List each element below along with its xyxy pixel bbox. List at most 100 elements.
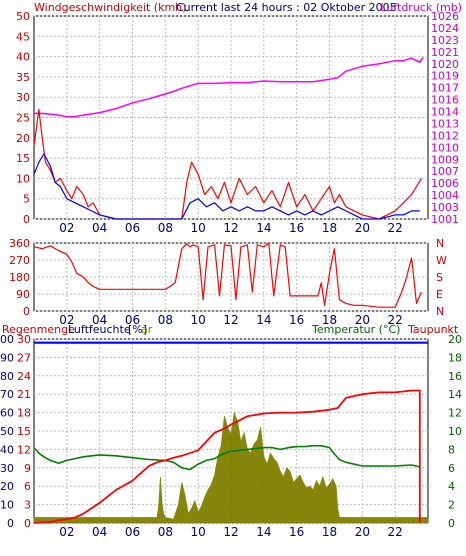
- y-tick-label: 35: [16, 71, 30, 84]
- x-tick-label: 04: [92, 525, 107, 539]
- right-tick-label: 1014: [431, 106, 459, 119]
- x-tick-label: 14: [256, 221, 271, 235]
- y-tick-label: 40: [16, 51, 30, 64]
- y-tick-label: 80: [0, 370, 14, 383]
- right-tick-label: 1021: [431, 46, 459, 59]
- temperature-tick-label: 16: [448, 370, 462, 383]
- x-tick-label: 22: [388, 525, 403, 539]
- x-tick-label: 20: [355, 313, 370, 327]
- y-tick-label: 30: [0, 462, 14, 475]
- right-tick-label: 1026: [431, 10, 459, 23]
- x-tick-label: 12: [223, 525, 238, 539]
- y-tick-label: 50: [16, 10, 30, 23]
- rain-tick-label: 18: [17, 407, 31, 420]
- temperature-tick-label: 6: [448, 462, 455, 475]
- rain-tick-label: 30: [17, 333, 31, 346]
- y-tick-label: 360: [9, 237, 30, 250]
- right-axis-label: Luftdruck (mb): [380, 1, 462, 14]
- x-tick-label: 02: [59, 525, 74, 539]
- y-tick-label: 10: [0, 499, 14, 512]
- y-tick-label: 0: [23, 213, 30, 226]
- right-tick-label: 1009: [431, 153, 459, 166]
- right-tick-label: 1012: [431, 129, 459, 142]
- rain-tick-label: 6: [24, 480, 31, 493]
- x-tick-label: 14: [256, 313, 271, 327]
- x-tick-label: 18: [322, 221, 337, 235]
- x-tick-label: 12: [223, 313, 238, 327]
- compass-tick-label: S: [436, 271, 443, 284]
- y-tick-label: 40: [0, 443, 14, 456]
- wind-speed-line: [33, 153, 420, 220]
- y-tick-label: 100: [0, 333, 14, 346]
- right-tick-label: 1019: [431, 70, 459, 83]
- y-tick-label: 45: [16, 30, 30, 43]
- y-tick-label: 270: [9, 254, 30, 267]
- temperature-axis-label: Temperatur (°C): [311, 323, 400, 336]
- temperature-tick-label: 18: [448, 351, 462, 364]
- temperature-tick-label: 10: [448, 425, 462, 438]
- right-tick-label: 1003: [431, 201, 459, 214]
- y-tick-label: 5: [23, 193, 30, 206]
- x-tick-label: 10: [191, 313, 206, 327]
- compass-tick-label: N: [436, 305, 444, 318]
- x-tick-label: 08: [158, 313, 173, 327]
- y-tick-label: 20: [16, 132, 30, 145]
- dewpoint-axis-label: Taupunkt: [407, 323, 459, 336]
- temperature-tick-label: 8: [448, 443, 455, 456]
- temperature-tick-label: 0: [448, 517, 455, 530]
- right-tick-label: 1023: [431, 34, 459, 47]
- rain-tick-label: 15: [17, 425, 31, 438]
- y-tick-label: 90: [0, 351, 14, 364]
- rain-tick-label: 9: [24, 462, 31, 475]
- rain-tick-label: 12: [17, 443, 31, 456]
- x-tick-label: 04: [92, 313, 107, 327]
- x-tick-label: 20: [355, 525, 370, 539]
- compass-tick-label: W: [436, 254, 447, 267]
- gust-line: [33, 108, 422, 220]
- humidity-unit-label: [%]: [128, 323, 147, 336]
- x-tick-label: 10: [191, 525, 206, 539]
- x-tick-label: 08: [158, 525, 173, 539]
- rain-tick-label: 0: [24, 517, 31, 530]
- x-tick-label: 02: [59, 221, 74, 235]
- x-tick-label: 12: [223, 221, 238, 235]
- x-tick-label: 16: [289, 313, 304, 327]
- x-tick-label: 18: [322, 525, 337, 539]
- right-tick-label: 1001: [431, 213, 459, 226]
- x-tick-label: 04: [92, 221, 107, 235]
- y-tick-label: 90: [16, 288, 30, 301]
- rain-tick-label: 3: [24, 499, 31, 512]
- x-tick-label: 20: [355, 221, 370, 235]
- x-tick-label: 16: [289, 525, 304, 539]
- compass-tick-label: N: [436, 237, 444, 250]
- y-tick-label: 70: [0, 388, 14, 401]
- right-tick-label: 1013: [431, 117, 459, 130]
- rain-rate-area: [33, 412, 429, 524]
- humidity-axis-label: Luftfeuchte: [68, 323, 131, 336]
- right-tick-label: 1010: [431, 141, 459, 154]
- temperature-tick-label: 2: [448, 499, 455, 512]
- rain-tick-label: 24: [17, 370, 31, 383]
- y-tick-label: 15: [16, 152, 30, 165]
- x-tick-label: 06: [125, 221, 140, 235]
- x-tick-label: 22: [388, 221, 403, 235]
- wind-direction-line: [33, 242, 422, 308]
- temperature-tick-label: 20: [448, 333, 462, 346]
- compass-tick-label: E: [436, 288, 443, 301]
- y-tick-label: 25: [16, 112, 30, 125]
- x-tick-label: 14: [256, 525, 271, 539]
- x-tick-label: 06: [125, 313, 140, 327]
- y-tick-label: 180: [9, 271, 30, 284]
- pressure-line: [34, 56, 424, 118]
- right-tick-label: 1004: [431, 189, 459, 202]
- x-tick-label: 22: [388, 313, 403, 327]
- right-tick-label: 1007: [431, 165, 459, 178]
- x-tick-label: 16: [289, 221, 304, 235]
- right-tick-label: 1024: [431, 22, 459, 35]
- left-axis-label: Windgeschwindigkeit (kmh): [34, 1, 186, 14]
- x-tick-label: 18: [322, 313, 337, 327]
- x-tick-label: 08: [158, 221, 173, 235]
- right-tick-label: 1006: [431, 177, 459, 190]
- y-tick-label: 60: [0, 407, 14, 420]
